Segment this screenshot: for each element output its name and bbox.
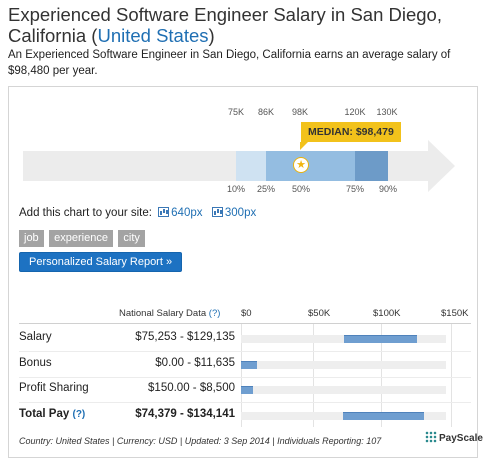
- payscale-logo[interactable]: PayScale: [425, 431, 483, 444]
- bottom-tick-50: 50%: [291, 184, 311, 194]
- row-value: $150.00 - $8,500: [148, 382, 235, 394]
- top-tick-120k: 120K: [344, 107, 366, 117]
- range-bar: [342, 412, 425, 420]
- axis-tick-150k: $150K: [441, 308, 469, 319]
- tag-experience[interactable]: experience: [49, 230, 113, 247]
- percentile-10-25-segment: [236, 151, 266, 181]
- star-icon: ★: [293, 157, 309, 173]
- payscale-logo-icon: [425, 431, 437, 443]
- range-bar: [241, 386, 253, 394]
- title-text: Experienced Software Engineer Salary in …: [8, 4, 442, 46]
- personalized-report-button[interactable]: Personalized Salary Report »: [19, 252, 183, 272]
- add-chart-label: Add this chart to your site:: [19, 207, 152, 219]
- range-bar: [241, 361, 257, 369]
- axis-tick-0: $0: [241, 308, 252, 319]
- bottom-tick-75: 75%: [345, 184, 365, 194]
- range-bar-track: [241, 386, 446, 394]
- tag-city[interactable]: city: [118, 230, 145, 247]
- top-tick-98k: 98K: [291, 107, 309, 117]
- row-label-text: Salary: [19, 331, 52, 343]
- chart-icon[interactable]: [211, 207, 223, 217]
- bottom-tick-10: 10%: [226, 184, 246, 194]
- row-label-text: Profit Sharing: [19, 382, 89, 394]
- top-tick-86k: 86K: [257, 107, 275, 117]
- axis-tick-100k: $100K: [373, 308, 401, 319]
- range-bar-track: [241, 335, 446, 343]
- tag-job[interactable]: job: [19, 230, 44, 247]
- table-header-label: National Salary Data (?): [119, 308, 220, 319]
- percentile-arrow: [428, 140, 455, 192]
- help-link[interactable]: (?): [208, 308, 221, 319]
- grid-line-0: [241, 324, 242, 427]
- bottom-tick-90: 90%: [378, 184, 398, 194]
- median-badge: MEDIAN: $98,479: [300, 122, 401, 150]
- row-divider: [19, 402, 471, 403]
- country-link[interactable]: United States: [97, 25, 209, 46]
- range-bar: [343, 335, 418, 343]
- top-tick-130k: 130K: [376, 107, 398, 117]
- embed-640-link[interactable]: 640px: [171, 207, 203, 219]
- row-value: $74,379 - $134,141: [135, 408, 235, 420]
- row-label-text: Total Pay: [19, 408, 70, 420]
- row-divider: [19, 351, 471, 352]
- tag-list: job experience city: [19, 228, 146, 247]
- row-label: Profit Sharing: [19, 382, 89, 394]
- intro-text: An Experienced Software Engineer in San …: [8, 49, 451, 77]
- row-divider: [19, 377, 471, 378]
- chart-icon[interactable]: [158, 207, 170, 217]
- row-label: Total Pay (?): [19, 408, 85, 420]
- range-bar-track: [241, 361, 446, 369]
- title-close: ): [208, 25, 215, 46]
- row-value: $0.00 - $11,635: [155, 357, 235, 369]
- grid-line-50k: [313, 324, 314, 427]
- bottom-tick-25: 25%: [256, 184, 276, 194]
- axis-tick-50k: $50K: [308, 308, 331, 319]
- add-chart-row: Add this chart to your site: 640px 300px: [19, 207, 256, 219]
- row-help-link[interactable]: (?): [72, 409, 86, 420]
- row-label-text: Bonus: [19, 357, 52, 369]
- data-footer: Country: United States | Currency: USD |…: [19, 436, 382, 446]
- row-value: $75,253 - $129,135: [135, 331, 235, 343]
- salary-panel: 75K 86K 98K 120K 130K MEDIAN: $98,479 ★ …: [8, 86, 483, 458]
- row-label: Bonus: [19, 357, 52, 369]
- top-tick-75k: 75K: [227, 107, 245, 117]
- embed-300-link[interactable]: 300px: [224, 207, 257, 219]
- percentile-25-75-segment: [266, 151, 355, 181]
- row-label: Salary: [19, 331, 52, 343]
- page-title: Experienced Software Engineer Salary in …: [8, 4, 480, 46]
- percentile-75-90-segment: [355, 151, 388, 181]
- grid-line-150k: [451, 324, 452, 427]
- national-salary-label: National Salary Data: [119, 308, 207, 319]
- table-header-divider: [19, 323, 471, 324]
- payscale-logo-text: PayScale: [439, 433, 483, 444]
- grid-line-100k: [381, 324, 382, 427]
